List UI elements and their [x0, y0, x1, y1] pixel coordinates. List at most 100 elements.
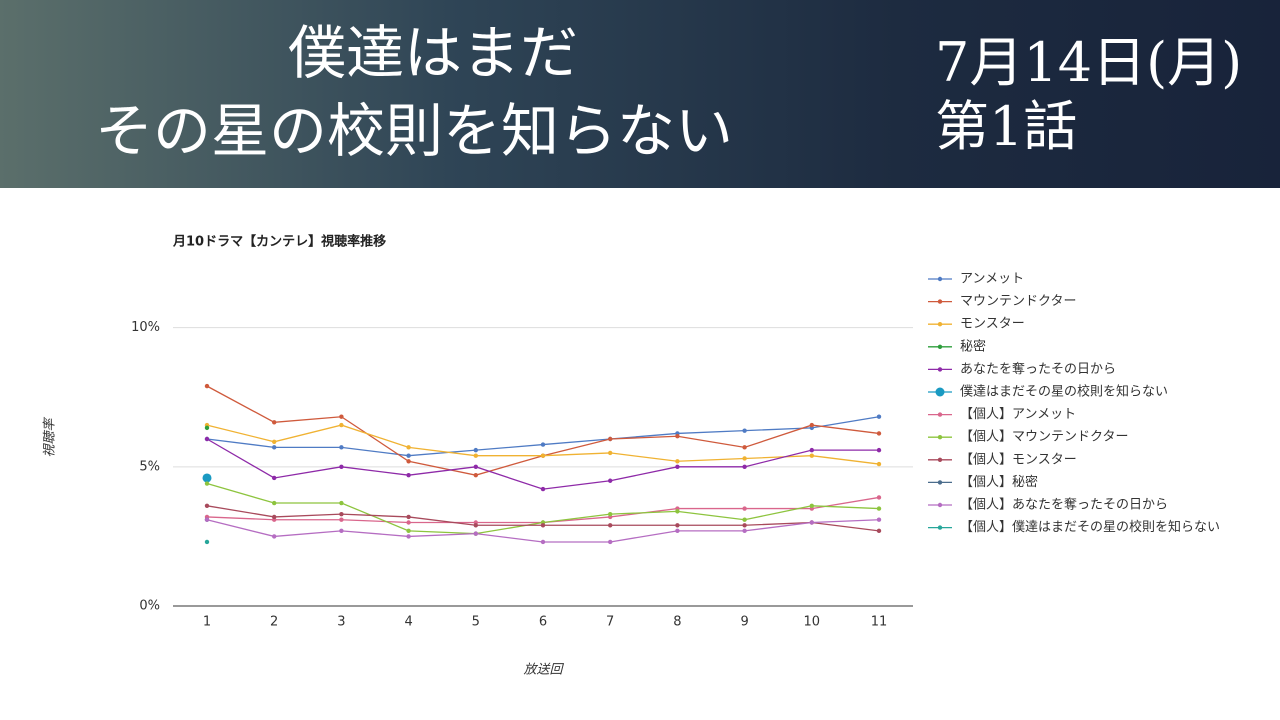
data-point — [809, 520, 814, 525]
data-point — [675, 434, 680, 439]
data-point — [473, 472, 478, 478]
data-point — [742, 428, 747, 433]
data-point — [272, 500, 277, 506]
chart-title: 月10ドラマ【カンテレ】視聴率推移 — [172, 234, 386, 250]
data-point — [608, 436, 613, 442]
legend-label: 【個人】モンスター — [960, 452, 1077, 467]
legend-dot — [937, 322, 943, 327]
x-tick-label: 4 — [404, 615, 412, 630]
x-axis-title: 放送回 — [523, 663, 564, 678]
data-point — [204, 517, 210, 522]
data-point — [608, 450, 613, 456]
series-line — [206, 385, 880, 476]
data-point — [876, 517, 882, 522]
data-point — [272, 439, 277, 444]
data-point — [540, 539, 546, 545]
data-point — [742, 456, 747, 461]
data-point — [406, 514, 411, 520]
data-point — [742, 445, 747, 450]
data-point — [339, 511, 344, 517]
y-tick-label: 10% — [131, 320, 160, 335]
legend-label: 【個人】アンメット — [960, 407, 1076, 422]
data-point — [339, 500, 344, 506]
data-point — [809, 422, 814, 428]
data-point — [204, 425, 210, 431]
data-point — [272, 514, 277, 520]
title-line: その星の校則を知らない — [95, 97, 734, 165]
data-point — [876, 461, 882, 467]
legend-label: 【個人】マウンテンドクター — [960, 430, 1128, 445]
data-point — [608, 478, 613, 483]
x-tick-label: 1 — [203, 615, 211, 630]
data-point — [540, 442, 546, 447]
y-tick-label: 5% — [139, 459, 160, 474]
data-point — [809, 447, 814, 453]
data-point — [204, 383, 210, 389]
legend-label: アンメット — [960, 272, 1024, 287]
data-point — [473, 447, 478, 453]
x-tick-label: 7 — [606, 615, 614, 630]
x-tick-label: 11 — [871, 615, 888, 630]
data-point — [742, 528, 747, 534]
data-point — [272, 475, 277, 481]
data-point — [742, 517, 747, 522]
legend-label: 【個人】あなたを奪ったその日から — [960, 497, 1168, 513]
data-point — [675, 523, 680, 528]
legend-label: マウンテンドクター — [960, 294, 1076, 309]
data-point — [272, 534, 277, 539]
data-point — [876, 528, 882, 534]
data-point — [876, 447, 882, 453]
data-point — [406, 520, 411, 525]
data-point — [742, 523, 747, 528]
legend-dot — [937, 502, 943, 508]
data-point — [406, 459, 411, 464]
legend-dot — [937, 344, 943, 349]
x-tick-label: 6 — [539, 615, 547, 630]
data-point — [272, 445, 277, 450]
data-point — [473, 523, 478, 528]
legend-dot — [937, 525, 943, 530]
y-tick-label: 0% — [139, 599, 160, 614]
data-point — [876, 431, 882, 436]
data-point — [876, 414, 882, 419]
data-point — [204, 436, 210, 442]
data-point — [202, 473, 212, 483]
data-point — [339, 414, 344, 419]
header: 僕達はまだ その星の校則を知らない 7月14日(月) 第1話 — [0, 0, 1280, 188]
data-point — [608, 539, 613, 545]
data-point — [406, 453, 411, 458]
legend-dot — [937, 299, 943, 304]
episode: 第1話 — [935, 95, 1078, 158]
x-tick-label: 3 — [337, 615, 345, 630]
legend-dot — [937, 276, 943, 282]
legend-label: 僕達はまだその星の校則を知らない — [960, 384, 1168, 400]
data-point — [204, 539, 210, 545]
data-point — [540, 453, 546, 458]
data-point — [473, 464, 478, 470]
data-point — [339, 464, 344, 470]
y-axis-title: 視聴率 — [42, 417, 58, 458]
data-point — [339, 422, 344, 428]
data-point — [204, 503, 210, 508]
data-point — [204, 481, 210, 486]
data-point — [675, 459, 680, 464]
legend-dot — [937, 480, 943, 485]
data-point — [272, 420, 277, 425]
data-point — [406, 472, 411, 478]
data-point — [675, 528, 680, 534]
data-point — [540, 486, 546, 492]
series-line — [206, 496, 880, 524]
legend-dot — [937, 412, 943, 417]
data-point — [608, 511, 613, 517]
x-tick-label: 2 — [270, 615, 278, 630]
legend-dot — [937, 435, 943, 440]
data-point — [339, 528, 344, 534]
legend-label: 【個人】秘密 — [960, 474, 1038, 490]
data-point — [742, 506, 747, 511]
data-point — [742, 464, 747, 470]
legend-dot — [935, 387, 945, 397]
x-tick-label: 8 — [673, 615, 681, 630]
data-point — [339, 445, 344, 450]
